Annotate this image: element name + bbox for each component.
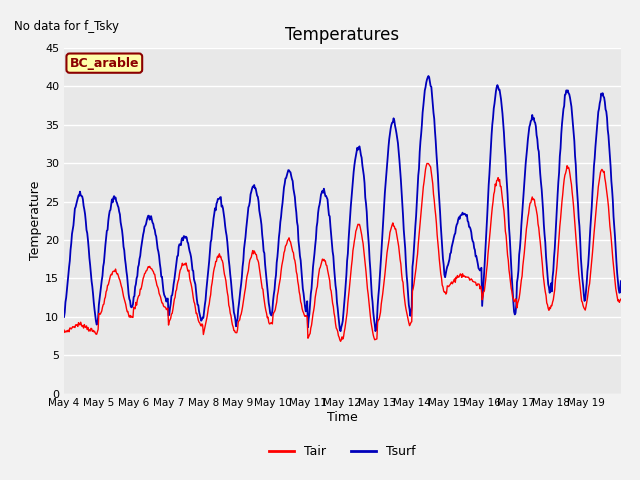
- Legend: Tair, Tsurf: Tair, Tsurf: [264, 440, 420, 463]
- Text: No data for f_Tsky: No data for f_Tsky: [14, 20, 119, 33]
- Y-axis label: Temperature: Temperature: [29, 181, 42, 261]
- X-axis label: Time: Time: [327, 411, 358, 424]
- Title: Temperatures: Temperatures: [285, 25, 399, 44]
- Text: BC_arable: BC_arable: [70, 57, 139, 70]
